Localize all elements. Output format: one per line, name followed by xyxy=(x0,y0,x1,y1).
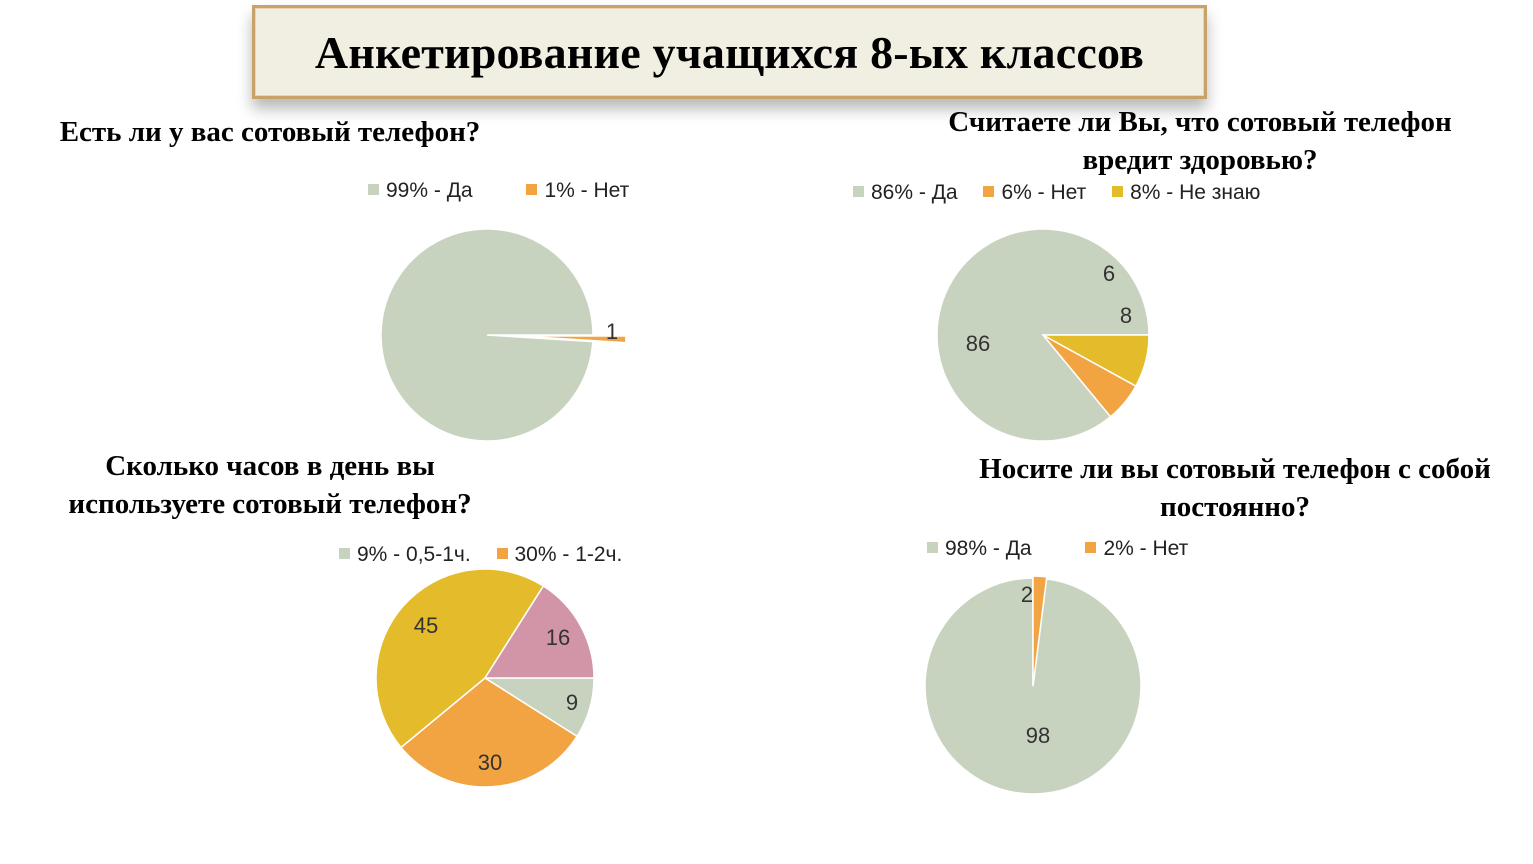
chart-4-legend: 98% - Да 2% - Нет xyxy=(927,537,1188,561)
chart-1-title: Есть ли у вас сотовый телефон? xyxy=(59,116,481,148)
chart-4-title: Носите ли вы сотовый телефон с собой пос… xyxy=(979,453,1491,523)
legend-item: 9% - 0,5-1ч. xyxy=(339,543,471,567)
pie-data-label: 86 xyxy=(966,331,990,356)
legend-swatch xyxy=(1112,185,1124,197)
legend-swatch xyxy=(339,547,350,559)
pie-slice xyxy=(1032,575,1048,687)
legend-label: 9% - 0,5-1ч. xyxy=(357,543,471,566)
legend-swatch xyxy=(368,183,379,195)
pie-data-label: 30 xyxy=(478,750,502,775)
pie-data-label: 45 xyxy=(414,613,438,638)
legend-item: 98% - Да xyxy=(927,537,1032,561)
pie-slice xyxy=(519,335,627,344)
pie-slice xyxy=(375,568,545,749)
pie-data-label: 98 xyxy=(1026,723,1050,748)
pie-slices xyxy=(936,228,1150,442)
chart-3-title: Сколько часов в день вы используете сото… xyxy=(68,450,472,520)
pie-slices xyxy=(375,568,595,788)
legend-label: 1% - Нет xyxy=(544,179,630,202)
legend-item: 30% - 1-2ч. xyxy=(496,543,623,567)
pie-data-label: 6 xyxy=(1103,261,1115,286)
legend-item: 86% - Да xyxy=(853,181,958,205)
pie-slice xyxy=(399,677,579,788)
legend-label: 98% - Да xyxy=(945,537,1032,560)
legend-label: 6% - Нет xyxy=(1001,181,1087,204)
legend-item: 6% - Нет xyxy=(983,181,1086,205)
legend-swatch xyxy=(526,183,538,195)
pie-slices xyxy=(380,228,627,442)
pie-data-label: 8 xyxy=(1120,303,1132,328)
pie-slice xyxy=(1042,334,1150,388)
legend-swatch xyxy=(983,185,995,197)
pie-data-label: 16 xyxy=(546,625,570,650)
legend-swatch xyxy=(853,185,864,197)
legend-item: 8% - Не знаю xyxy=(1112,181,1260,205)
pie-slice xyxy=(380,228,594,442)
chart-2-title: Считаете ли Вы, что сотовый телефон вред… xyxy=(948,106,1452,176)
pie-data-label: 1 xyxy=(606,319,618,344)
legend-label: 99% - Да xyxy=(386,179,473,202)
legend-label: 8% - Не знаю xyxy=(1130,181,1261,204)
chart-1-legend: 99% - Да 1% - Нет xyxy=(368,179,629,203)
pie-slices xyxy=(924,575,1142,795)
legend-label: 30% - 1-2ч. xyxy=(514,543,623,566)
legend-item: 2% - Нет xyxy=(1085,537,1188,561)
slide-title-box: Анкетирование учащихся 8-ых классов xyxy=(252,5,1207,99)
pie-data-label: 2 xyxy=(1021,582,1033,607)
legend-swatch xyxy=(927,541,938,553)
legend-item: 1% - Нет xyxy=(526,179,629,203)
chart-2-legend: 86% - Да 6% - Нет 8% - Не знаю xyxy=(853,181,1280,205)
legend-swatch xyxy=(496,547,508,559)
slide-title: Анкетирование учащихся 8-ых классов xyxy=(314,26,1145,78)
legend-label: 86% - Да xyxy=(871,181,958,204)
legend-item: 99% - Да xyxy=(368,179,473,203)
pie-slice xyxy=(483,584,595,679)
legend-swatch xyxy=(1085,541,1097,553)
legend-label: 2% - Нет xyxy=(1103,537,1189,560)
pie-data-label: 9 xyxy=(566,690,578,715)
chart-3-legend: 9% - 0,5-1ч. 30% - 1-2ч. xyxy=(339,543,622,567)
